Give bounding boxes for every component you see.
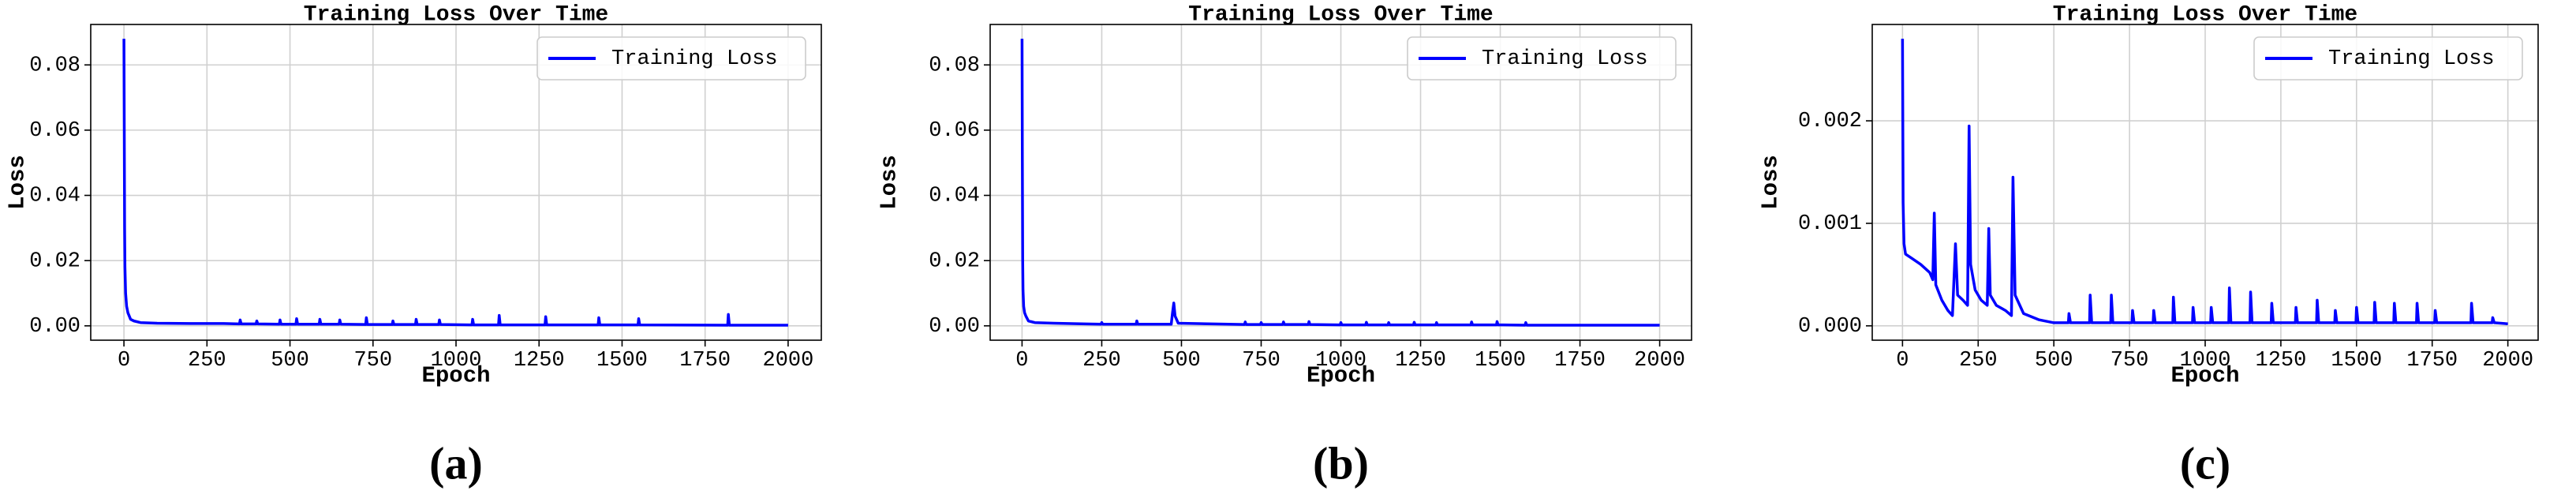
x-tick-label: 1250 [514, 349, 565, 373]
legend-label: Training Loss [2328, 47, 2495, 71]
caption: (b) [1313, 437, 1369, 489]
y-tick-label: 0.06 [929, 119, 980, 143]
legend-label: Training Loss [611, 47, 778, 71]
y-axis-label: Loss [877, 155, 903, 210]
plot-frame [90, 24, 822, 341]
y-axis-label: Loss [1758, 155, 1784, 210]
data-layer [1901, 39, 2508, 325]
y-axis-label: Loss [5, 155, 31, 210]
x-tick-label: 1750 [1554, 349, 1606, 373]
x-tick-label: 250 [188, 349, 226, 373]
x-tick-label: 250 [1082, 349, 1121, 373]
x-tick-label: 500 [2035, 349, 2073, 373]
x-tick-label: 250 [1959, 349, 1998, 373]
x-tick-label: 0 [1896, 349, 1909, 373]
x-tick-label: 1750 [2406, 349, 2458, 373]
x-tick-label: 750 [2111, 349, 2149, 373]
legend-box [1407, 36, 1677, 81]
x-tick-label: 1500 [596, 349, 648, 373]
y-tick-label: 0.000 [1798, 315, 1862, 339]
plot-frame [1871, 24, 2539, 341]
chart-panel: 0 250 500 750 1000 1250 1500 1750 2000 0.00 0.02 0.… [5, 2, 822, 489]
x-tick-label: 2000 [1634, 349, 1685, 373]
y-tick-label: 0.06 [29, 119, 80, 143]
caption: (c) [2180, 437, 2230, 489]
x-tick-label: 1000 [431, 349, 482, 373]
chart-panel: 0 250 500 750 1000 1250 1500 1750 2000 0.000 0.001… [1758, 2, 2539, 489]
x-tick-label: 0 [1015, 349, 1028, 373]
loss-line [122, 39, 788, 327]
y-tick-label: 0.02 [929, 249, 980, 273]
legend-label: Training Loss [1482, 47, 1648, 71]
x-axis-label: Epoch [421, 363, 490, 389]
y-tick-label: 0.04 [929, 185, 980, 208]
plot-frame [989, 24, 1692, 341]
x-tick-label: 2000 [763, 349, 814, 373]
caption: (a) [429, 437, 483, 489]
x-tick-label: 750 [1242, 349, 1281, 373]
x-tick-label: 500 [271, 349, 309, 373]
x-tick-label: 2000 [2482, 349, 2533, 373]
x-tick-label: 1500 [2331, 349, 2382, 373]
x-axis-label: Epoch [2170, 363, 2239, 389]
loss-line [1901, 39, 2508, 325]
y-tick-label: 0.001 [1798, 212, 1862, 236]
x-tick-label: 1250 [1395, 349, 1446, 373]
y-tick-label: 0.02 [29, 249, 80, 273]
x-tick-label: 500 [1162, 349, 1201, 373]
chart-title: Training Loss Over Time [1188, 2, 1493, 27]
x-tick-label: 1250 [2256, 349, 2307, 373]
legend-box [2253, 36, 2523, 81]
data-layer [1020, 39, 1660, 327]
y-tick-label: 0.00 [29, 315, 80, 339]
x-tick-label: 1750 [679, 349, 731, 373]
x-tick-label: 750 [353, 349, 392, 373]
y-tick-label: 0.08 [29, 54, 80, 77]
x-tick-label: 1000 [2180, 349, 2231, 373]
data-layer [122, 39, 788, 327]
x-tick-label: 0 [118, 349, 130, 373]
x-tick-label: 1500 [1475, 349, 1526, 373]
x-tick-label: 1000 [1315, 349, 1367, 373]
chart-title: Training Loss Over Time [304, 2, 608, 27]
y-tick-label: 0.04 [29, 185, 80, 208]
loss-line [1020, 39, 1660, 327]
y-tick-label: 0.00 [929, 315, 980, 339]
legend-box [537, 36, 806, 81]
chart-panel: 0 250 500 750 1000 1250 1500 1750 2000 0.00 0.02 0.… [877, 2, 1692, 489]
y-tick-label: 0.002 [1798, 110, 1862, 133]
y-tick-label: 0.08 [929, 54, 980, 77]
chart-title: Training Loss Over Time [2053, 2, 2357, 27]
x-axis-label: Epoch [1307, 363, 1375, 389]
